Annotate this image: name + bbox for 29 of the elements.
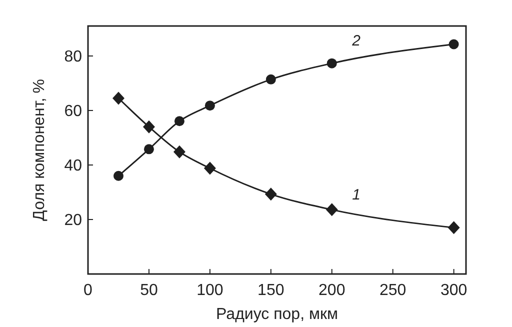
series-label: 2 [351,32,362,50]
y-axis-title: Доля компонент, % [31,79,48,221]
point [142,120,155,134]
point [173,145,186,158]
point [326,203,338,216]
x-tick-label: 0 [84,282,93,299]
point [326,58,337,68]
point [113,170,124,181]
x-tick-label: 100 [196,282,224,299]
point [266,74,276,84]
point [448,221,460,234]
y-tick-label: 40 [64,158,82,175]
point [112,92,124,105]
x-tick-label: 50 [140,282,158,299]
y-tick-label: 60 [64,103,82,120]
point [264,188,277,201]
y-tick-label: 20 [64,212,82,230]
point [144,144,154,154]
y-tick-label: 80 [64,48,82,66]
point [204,100,215,111]
series-label: 1 [352,186,360,204]
x-axis-title: Радиус пор, мкм [216,306,338,323]
x-tick-label: 200 [318,282,346,299]
x-tick-label: 150 [258,282,284,299]
x-tick-label: 300 [440,282,468,299]
point [174,116,184,126]
point [204,162,216,175]
point [448,39,459,50]
x-tick-label: 250 [379,282,406,299]
